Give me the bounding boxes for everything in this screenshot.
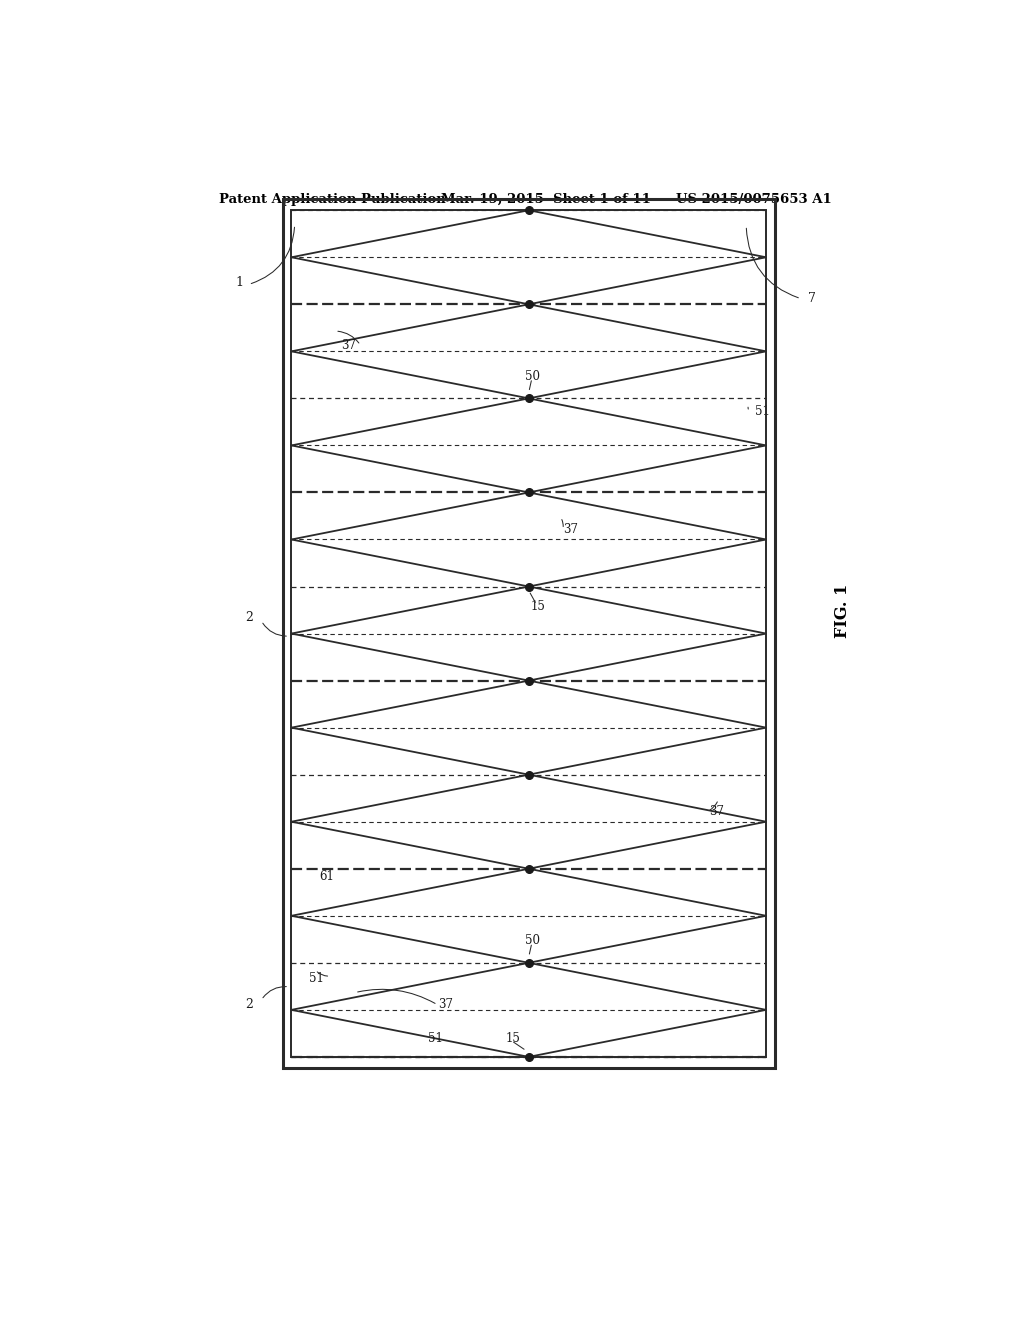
Bar [292,210,766,1057]
Text: 51: 51 [756,405,770,418]
Text: 50: 50 [525,370,541,383]
Text: Mar. 19, 2015  Sheet 1 of 11: Mar. 19, 2015 Sheet 1 of 11 [441,193,651,206]
Text: 2: 2 [245,998,253,1011]
Text: Patent Application Publication: Patent Application Publication [219,193,446,206]
Text: 37: 37 [341,339,356,351]
Text: 15: 15 [530,601,546,614]
Text: 51: 51 [428,1032,442,1045]
Text: 15: 15 [506,1032,520,1045]
Text: 1: 1 [236,276,243,289]
Text: 37: 37 [563,523,579,536]
Text: 7: 7 [808,292,816,305]
Text: US 2015/0075653 A1: US 2015/0075653 A1 [676,193,831,206]
Text: FIG. 1: FIG. 1 [835,583,851,638]
Text: 61: 61 [318,870,334,883]
Text: 37: 37 [438,998,453,1011]
Text: 50: 50 [525,935,541,946]
Text: 37: 37 [710,805,724,818]
Text: 51: 51 [309,972,325,985]
Bar [283,199,775,1068]
Text: 2: 2 [245,611,253,624]
